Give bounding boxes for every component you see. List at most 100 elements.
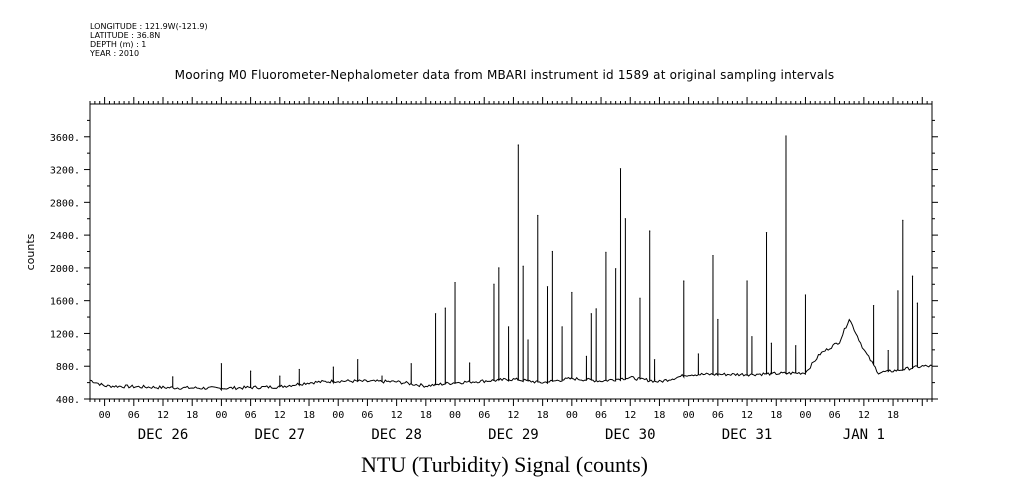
spike-point xyxy=(697,353,699,355)
spike-point xyxy=(897,290,899,292)
metadata-block: LONGITUDE : 121.9W(-121.9) LATITUDE : 36… xyxy=(90,22,208,58)
x-tick-label: 18 xyxy=(303,410,315,421)
spike-point xyxy=(517,144,519,146)
day-label: DEC 28 xyxy=(371,427,422,443)
depth-label: DEPTH (m) : 1 xyxy=(90,40,147,49)
day-label: DEC 27 xyxy=(255,427,306,443)
spike-point xyxy=(887,350,889,352)
spike-point xyxy=(250,370,252,372)
spike-point xyxy=(615,268,617,270)
x-tick-label: 06 xyxy=(712,410,724,421)
spike-point xyxy=(546,286,549,288)
spike-point xyxy=(498,267,500,269)
x-tick-label: 18 xyxy=(420,410,432,421)
spike-point xyxy=(571,291,573,294)
spike-point xyxy=(298,368,300,371)
spike-point xyxy=(220,363,223,365)
x-tick-label: 12 xyxy=(624,410,636,421)
x-tick-label: 06 xyxy=(128,410,140,421)
x-tick-label: 12 xyxy=(858,410,870,421)
spike-point xyxy=(434,313,437,315)
y-tick-label: 2000. xyxy=(50,264,80,275)
spike-point xyxy=(765,232,768,234)
spike-point xyxy=(619,168,622,170)
x-tick-label: 18 xyxy=(770,410,782,421)
x-tick-label: 12 xyxy=(274,410,286,421)
spike-point xyxy=(454,282,456,284)
spike-point xyxy=(653,359,656,361)
x-tick-label: 18 xyxy=(186,410,198,421)
spike-point xyxy=(410,363,412,365)
x-tick-label: 12 xyxy=(157,410,169,421)
spike-point xyxy=(683,280,685,282)
x-tick-label: 06 xyxy=(829,410,841,421)
spike-point xyxy=(561,326,563,328)
spike-point xyxy=(785,135,787,137)
x-tick-label: 12 xyxy=(391,410,403,421)
spike-point xyxy=(332,366,334,368)
x-tick-label: 00 xyxy=(99,410,111,421)
y-tick-label: 3600. xyxy=(50,133,80,144)
x-tick-label: 18 xyxy=(537,410,549,421)
x-tick-label: 06 xyxy=(245,410,257,421)
spike-point xyxy=(804,294,807,296)
day-label: DEC 29 xyxy=(488,427,539,443)
spike-point xyxy=(381,375,383,377)
spike-point xyxy=(507,326,510,328)
x-tick-label: 06 xyxy=(478,410,490,421)
spike-point xyxy=(902,219,904,221)
spike-point xyxy=(649,230,651,232)
day-label: JAN 1 xyxy=(843,427,885,443)
spike-point xyxy=(585,355,588,357)
spike-point xyxy=(469,362,471,364)
year-label: YEAR : 2010 xyxy=(90,49,140,58)
x-tick-label: 00 xyxy=(683,410,695,421)
x-tick-label: 12 xyxy=(741,410,753,421)
day-label: DEC 30 xyxy=(605,427,656,443)
spike-point xyxy=(911,275,914,277)
x-tick-label: 12 xyxy=(507,410,519,421)
spike-point xyxy=(527,339,529,341)
spike-point xyxy=(493,283,495,285)
spike-point xyxy=(279,375,281,377)
day-label: DEC 31 xyxy=(722,427,773,443)
y-tick-label: 3200. xyxy=(50,166,80,177)
day-label: DEC 26 xyxy=(138,427,189,443)
spike-point xyxy=(746,280,748,282)
spike-point xyxy=(357,359,359,361)
spike-point xyxy=(624,218,626,220)
x-tick-label: 06 xyxy=(595,410,607,421)
spike-point xyxy=(590,313,592,315)
x-tick-label: 18 xyxy=(887,410,899,421)
spike-point xyxy=(717,318,719,321)
spike-point xyxy=(795,345,797,347)
spike-point xyxy=(770,342,772,344)
y-tick-label: 1600. xyxy=(50,297,80,308)
y-tick-label: 1200. xyxy=(50,329,80,340)
x-axis-title: NTU (Turbidity) Signal (counts) xyxy=(360,452,648,477)
spike-point xyxy=(639,297,641,299)
x-tick-label: 06 xyxy=(361,410,373,421)
x-tick-label: 00 xyxy=(215,410,227,421)
x-tick-label: 00 xyxy=(799,410,811,421)
y-tick-label: 800. xyxy=(56,362,80,373)
spike-point xyxy=(537,214,539,217)
spike-point xyxy=(712,254,714,257)
spike-point xyxy=(595,308,597,310)
chart-title: Mooring M0 Fluorometer-Nephalometer data… xyxy=(174,68,835,82)
ntu-series-line xyxy=(89,135,933,392)
y-tick-label: 400. xyxy=(56,395,80,406)
x-tick-label: 18 xyxy=(653,410,665,421)
spike-point xyxy=(522,265,524,267)
spike-point xyxy=(872,304,875,307)
y-tick-label: 2800. xyxy=(50,198,80,209)
latitude-label: LATITUDE : 36.8N xyxy=(90,31,161,40)
longitude-label: LONGITUDE : 121.9W(-121.9) xyxy=(90,22,208,31)
spike-point xyxy=(444,307,446,309)
y-tick-label: 2400. xyxy=(50,231,80,242)
spike-point xyxy=(751,336,753,338)
spike-point xyxy=(172,376,174,378)
x-tick-label: 00 xyxy=(566,410,578,421)
x-tick-label: 00 xyxy=(449,410,461,421)
